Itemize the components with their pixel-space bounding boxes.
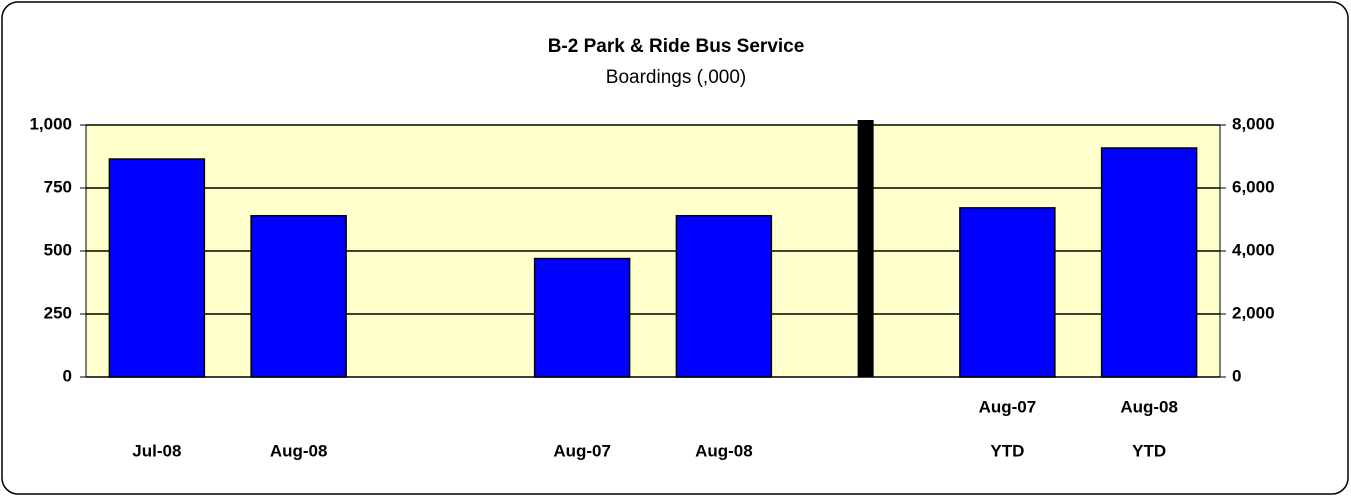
- bar: [675, 214, 773, 378]
- y-tick-label: 1,000: [29, 114, 72, 133]
- y-tick-label: 750: [44, 177, 72, 196]
- y2-tick-label: 6,000: [1232, 177, 1275, 196]
- x-tick-label: Aug-08: [695, 441, 753, 460]
- bar: [959, 207, 1056, 378]
- bar: [108, 158, 206, 378]
- x-tick-label: Aug-08: [1120, 397, 1178, 416]
- x-tick-label: Aug-07: [553, 441, 611, 460]
- x-tick-label: Aug-07: [979, 397, 1037, 416]
- bar: [1100, 147, 1198, 378]
- separator: [857, 120, 874, 377]
- y2-tick-label: 4,000: [1232, 240, 1275, 259]
- y-tick-label: 500: [44, 240, 72, 259]
- y2-tick-label: 8,000: [1232, 114, 1275, 133]
- x-tick-label: Aug-08: [270, 441, 328, 460]
- y2-tick-label: 2,000: [1232, 303, 1275, 322]
- chart-title: B-2 Park & Ride Bus Service: [548, 36, 805, 57]
- x-tick-sublabel: YTD: [990, 441, 1024, 460]
- x-tick-sublabel: YTD: [1132, 441, 1166, 460]
- y-tick-label: 0: [63, 366, 72, 385]
- bar: [250, 214, 347, 378]
- chart-subtitle: Boardings (,000): [606, 67, 746, 88]
- x-tick-label: Jul-08: [132, 441, 181, 460]
- y2-tick-label: 0: [1232, 366, 1241, 385]
- y-tick-label: 250: [44, 303, 72, 322]
- bar: [533, 257, 631, 378]
